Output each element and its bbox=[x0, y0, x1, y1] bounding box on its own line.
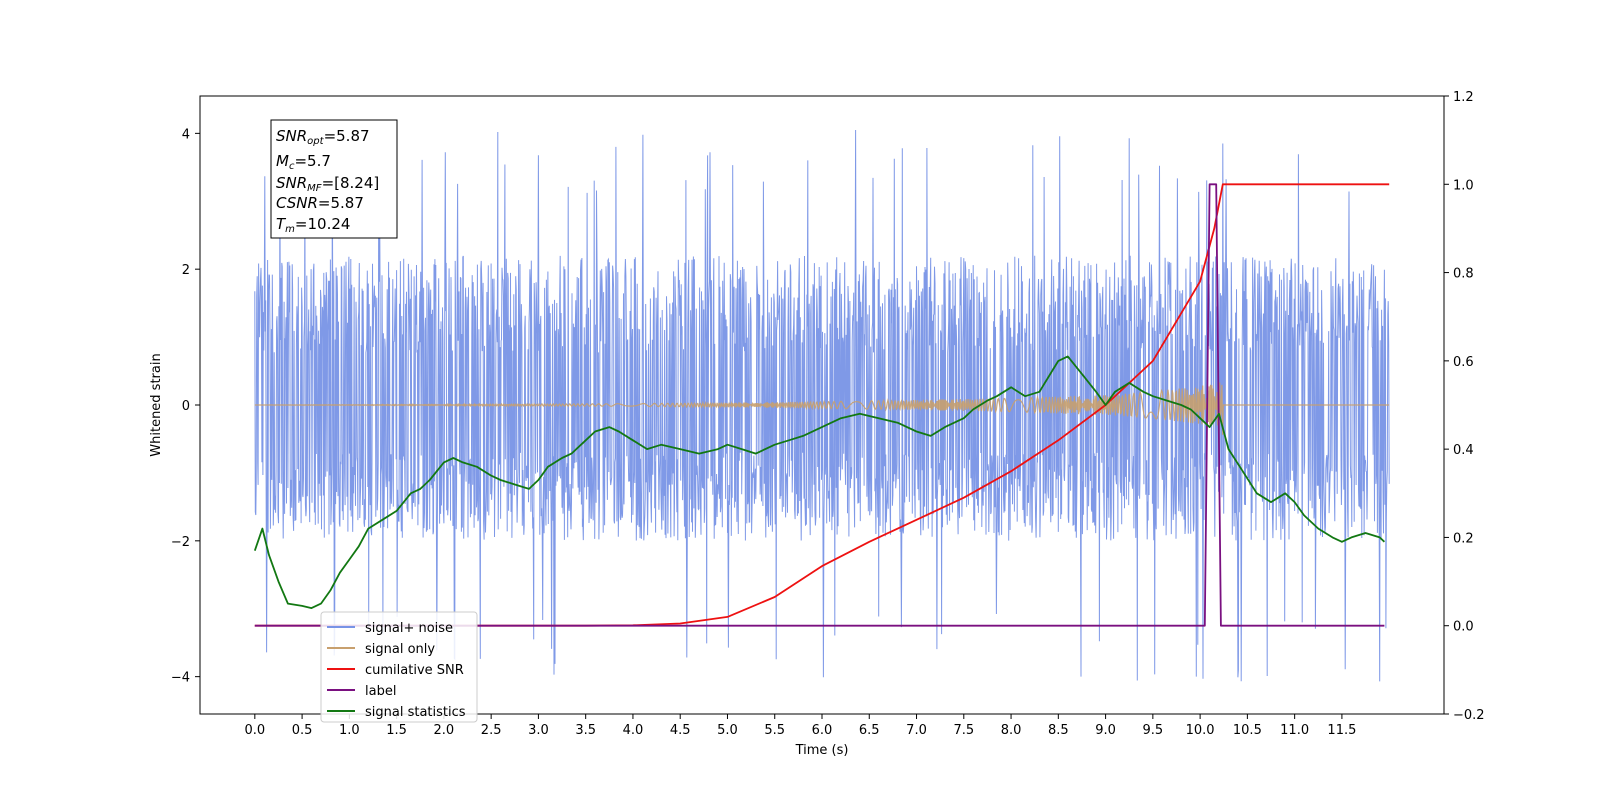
x-tick-label: 5.0 bbox=[717, 723, 738, 738]
legend-label: cumilative SNR bbox=[365, 663, 464, 678]
series-cumulative-snr-line bbox=[254, 183, 1390, 627]
y-left-tick-label: 2 bbox=[182, 263, 190, 278]
x-tick-label: 1.0 bbox=[339, 723, 360, 738]
y-axis-label: Whitened strain bbox=[149, 353, 164, 456]
y-left-tick-label: 4 bbox=[182, 127, 190, 142]
axes: 0.0 0.5 1.0 1.5 2.0 2.5 3.0 3.5 4.0 4.5 5.0 5.5 6.0 6… bbox=[171, 90, 1485, 738]
x-tick-label: 7.0 bbox=[906, 723, 927, 738]
legend-label: signal only bbox=[365, 642, 435, 657]
y-right-tick-label: 1.0 bbox=[1453, 178, 1474, 193]
y-right-tick-label: 0.2 bbox=[1453, 531, 1474, 546]
annotation-csnr: CSNR=5.87 bbox=[276, 194, 364, 212]
series-signal-only-line bbox=[254, 379, 1390, 435]
x-tick-label: 11.5 bbox=[1327, 723, 1356, 738]
annotation-snr-opt: SNRopt=5.87 bbox=[276, 127, 370, 147]
x-tick-label: 4.5 bbox=[670, 723, 691, 738]
x-tick-label: 7.5 bbox=[953, 723, 974, 738]
series-label-line bbox=[254, 183, 1385, 627]
annotation-box: SNRopt=5.87 Mc=5.7 SNRMF=[8.24] CSNR=5.8… bbox=[270, 119, 398, 239]
x-tick-label: 8.0 bbox=[1001, 723, 1022, 738]
x-tick-label: 2.0 bbox=[434, 723, 455, 738]
legend-frame bbox=[320, 611, 478, 723]
legend-label: signal+ noise bbox=[365, 621, 453, 636]
x-tick-label: 3.5 bbox=[575, 723, 596, 738]
y-right-tick-label: 0.4 bbox=[1453, 443, 1474, 458]
y-right-tick-label: 0.6 bbox=[1453, 355, 1474, 370]
plot-area bbox=[253, 129, 1390, 682]
x-tick-label: 2.5 bbox=[481, 723, 502, 738]
x-tick-label: 6.5 bbox=[859, 723, 880, 738]
x-tick-label: 0.5 bbox=[292, 723, 313, 738]
y-right-tick-label: −0.2 bbox=[1453, 708, 1485, 723]
x-tick-label: 1.5 bbox=[386, 723, 407, 738]
x-tick-label: 0.0 bbox=[244, 723, 265, 738]
y-left-tick-label: −2 bbox=[171, 535, 190, 550]
y-left-tick-label: −4 bbox=[171, 671, 190, 686]
x-tick-label: 9.5 bbox=[1143, 723, 1164, 738]
x-tick-label: 3.0 bbox=[528, 723, 549, 738]
x-axis-label: Time (s) bbox=[795, 743, 849, 758]
annotation-tm: Tm=10.24 bbox=[276, 215, 350, 235]
y-right-tick-label: 0.0 bbox=[1453, 620, 1474, 635]
legend: signal+ noise signal only cumilative SNR la… bbox=[320, 611, 478, 723]
x-tick-label: 4.0 bbox=[623, 723, 644, 738]
legend-label: label bbox=[365, 684, 396, 699]
x-tick-label: 11.0 bbox=[1280, 723, 1309, 738]
y-right-tick-label: 0.8 bbox=[1453, 267, 1474, 282]
y-right-tick-label: 1.2 bbox=[1453, 90, 1474, 105]
series-signal-noise-line bbox=[254, 129, 1390, 682]
annotation-snr-mf: SNRMF=[8.24] bbox=[276, 174, 379, 194]
x-tick-label: 8.5 bbox=[1048, 723, 1069, 738]
annotation-border bbox=[270, 119, 398, 239]
y-left-tick-label: 0 bbox=[182, 399, 190, 414]
x-tick-label: 5.5 bbox=[764, 723, 785, 738]
x-tick-label: 6.0 bbox=[812, 723, 833, 738]
series-signal-statistics-line bbox=[253, 355, 1386, 609]
x-tick-label: 9.0 bbox=[1095, 723, 1116, 738]
x-tick-label: 10.5 bbox=[1233, 723, 1262, 738]
legend-label: signal statistics bbox=[365, 705, 466, 720]
annotation-mc: Mc=5.7 bbox=[276, 152, 331, 172]
x-tick-label: 10.0 bbox=[1186, 723, 1215, 738]
